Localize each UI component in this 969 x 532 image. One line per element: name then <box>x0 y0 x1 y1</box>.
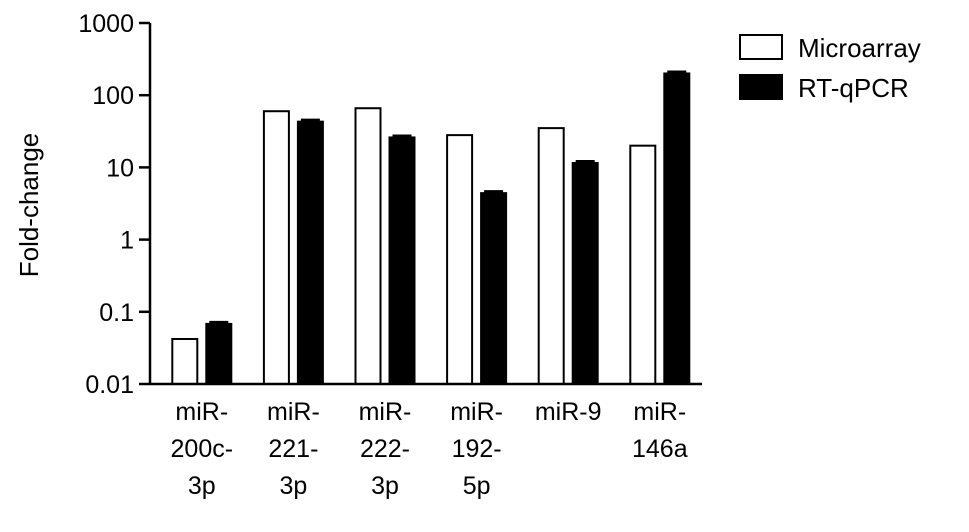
x-tick-label: 222- <box>360 435 410 463</box>
x-tick-label: miR- <box>359 398 412 426</box>
bar-rt-qpcr <box>296 120 324 385</box>
x-axis: miR- 200c- 3p miR- 221- 3p miR- 222- 3p miR- 192- 5… <box>150 382 702 500</box>
bar-microarray <box>171 338 199 386</box>
bar-microarray <box>629 144 657 385</box>
x-tick-label: 192- <box>452 435 502 463</box>
x-tick-label: miR-9 <box>535 398 602 426</box>
y-tick-label: 10 <box>106 154 134 182</box>
y-tick-label: 0.01 <box>85 371 134 399</box>
legend-swatch <box>739 34 783 60</box>
x-tick-label: 3p <box>188 472 216 500</box>
legend-label: Microarray <box>798 33 921 63</box>
x-tick-label: miR- <box>175 398 228 426</box>
bars <box>171 70 691 386</box>
bar-microarray <box>537 127 565 385</box>
bar-rt-qpcr <box>663 72 691 385</box>
bar-microarray <box>354 107 382 385</box>
bar-rt-qpcr <box>388 136 416 385</box>
x-tick-label: 3p <box>279 472 307 500</box>
y-axis-title: Fold-change <box>14 133 44 278</box>
bar-microarray <box>262 110 290 386</box>
legend-label: RT-qPCR <box>798 73 909 103</box>
bar-rt-qpcr <box>571 162 599 385</box>
x-tick-label: 3p <box>371 472 399 500</box>
y-tick-label: 0.1 <box>99 299 134 327</box>
legend-swatch <box>739 74 783 100</box>
y-axis: 0.01 0.1 1 10 100 1000 <box>78 10 152 399</box>
y-tick-label: 1000 <box>78 10 134 38</box>
x-tick-label: miR- <box>450 398 503 426</box>
y-tick-label: 100 <box>92 82 134 110</box>
legend: Microarray RT-qPCR <box>739 33 921 103</box>
x-tick-label: 146a <box>632 435 688 463</box>
x-tick-label: 200c- <box>171 435 234 463</box>
bar-rt-qpcr <box>480 192 508 385</box>
x-tick-label: 221- <box>268 435 318 463</box>
bar-microarray <box>446 134 474 385</box>
y-tick-label: 1 <box>120 227 134 255</box>
x-tick-label: miR- <box>633 398 686 426</box>
x-tick-label: 5p <box>463 472 491 500</box>
bar-rt-qpcr <box>205 322 233 385</box>
x-tick-label: miR- <box>267 398 320 426</box>
